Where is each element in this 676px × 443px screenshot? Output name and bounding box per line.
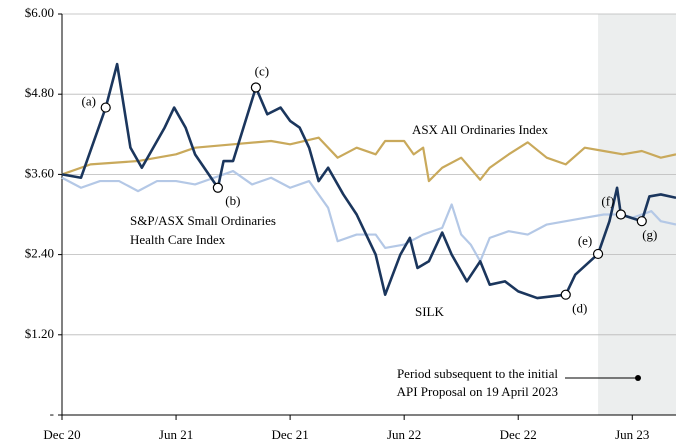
- series-line: [61, 169, 676, 263]
- annotation-point: [212, 182, 223, 193]
- annotation-label: (g): [642, 227, 657, 242]
- x-tick-label: Jun 23: [615, 427, 649, 442]
- annotation-point: [560, 289, 571, 300]
- note-text: Period subsequent to the initial: [397, 366, 558, 381]
- annotation-label: (e): [578, 233, 592, 248]
- note-dot: [635, 375, 641, 381]
- y-tick-label: $4.80: [25, 85, 54, 100]
- y-tick-label: $6.00: [25, 5, 54, 20]
- y-tick-label: $3.60: [25, 165, 54, 180]
- series-label: S&P/ASX Small Ordinaries: [130, 213, 276, 228]
- annotation-point: [592, 248, 604, 260]
- annotation-point: [250, 82, 261, 93]
- annotation-label: (d): [572, 301, 587, 316]
- series-label: Health Care Index: [130, 232, 226, 247]
- annotation-point: [100, 102, 111, 113]
- annotation-label: (c): [255, 64, 269, 79]
- annotation-label: (a): [82, 94, 96, 109]
- note-text: API Proposal on 19 April 2023: [397, 384, 558, 399]
- y-tick-label: $1.20: [25, 326, 54, 341]
- y-tick-label: -: [50, 406, 54, 421]
- annotation-label: (f): [601, 193, 614, 208]
- x-tick-label: Dec 22: [500, 427, 537, 442]
- series-line: [61, 136, 676, 183]
- series-line: [61, 62, 676, 300]
- series-label: SILK: [415, 304, 445, 319]
- annotation-label: (b): [225, 193, 240, 208]
- x-tick-label: Jun 21: [159, 427, 193, 442]
- annotation-point: [615, 209, 626, 220]
- x-tick-label: Dec 21: [272, 427, 309, 442]
- x-tick-label: Dec 20: [43, 427, 80, 442]
- x-tick-label: Jun 22: [387, 427, 421, 442]
- annotation-point: [636, 216, 647, 227]
- y-tick-label: $2.40: [25, 246, 54, 261]
- series-label: ASX All Ordinaries Index: [412, 122, 549, 137]
